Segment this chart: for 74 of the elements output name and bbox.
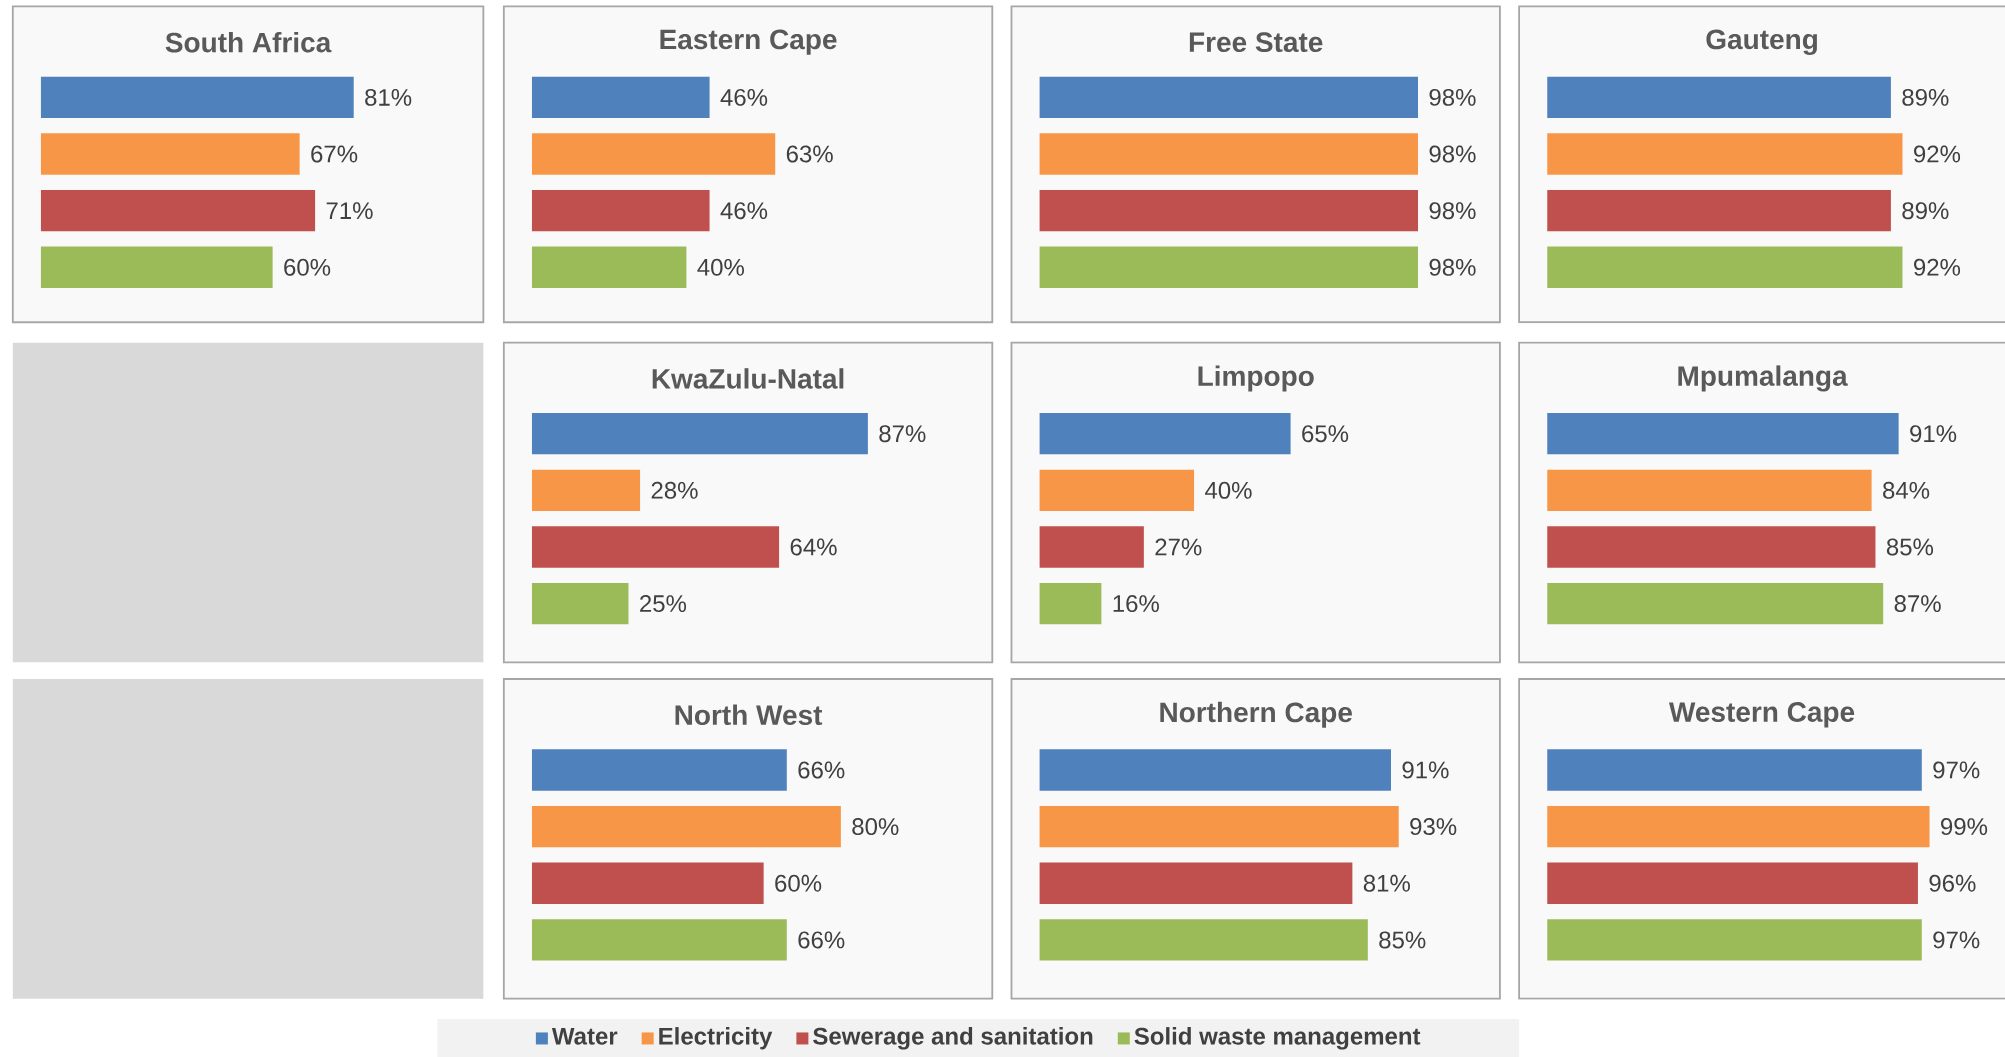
bar: [40, 133, 300, 175]
data-label: 91%: [1910, 424, 1957, 442]
chart-title: Western Cape: [1668, 701, 1855, 728]
data-label: 87%: [879, 424, 926, 442]
chart-title: KwaZulu-Natal: [652, 367, 844, 389]
bar: [531, 526, 780, 568]
bar: [1039, 749, 1391, 791]
data-label: 46%: [720, 201, 768, 219]
chart-title: Eastern Cape: [660, 29, 837, 55]
bar: [531, 582, 629, 625]
data-label: 71%: [326, 202, 373, 219]
chart-title: Limpopo: [1198, 365, 1314, 392]
bar: [40, 246, 273, 288]
data-label: 91%: [1402, 761, 1449, 779]
data-label: 92%: [1914, 145, 1961, 163]
data-label: 98%: [1429, 145, 1476, 163]
data-label: 66%: [798, 761, 845, 779]
bar: [1039, 918, 1368, 961]
data-label: 60%: [775, 874, 822, 892]
data-label: 98%: [1429, 88, 1476, 106]
data-label: 98%: [1429, 258, 1476, 276]
data-label: 87%: [1894, 594, 1941, 612]
chart-title: Northern Cape: [1160, 701, 1352, 728]
data-label: 27%: [1155, 538, 1202, 556]
data-label: 25%: [640, 594, 687, 612]
data-label: 85%: [1379, 931, 1426, 949]
legend-label: Electricity: [659, 1026, 773, 1050]
bar: [1547, 582, 1884, 625]
data-label: 46%: [720, 88, 768, 106]
data-label: 93%: [1410, 817, 1457, 835]
chart-title: Free State: [1189, 32, 1323, 52]
legend-label: Water: [551, 1027, 618, 1045]
data-label: 28%: [651, 481, 698, 499]
data-label: 97%: [1933, 761, 1980, 779]
data-label: 92%: [1914, 258, 1961, 276]
data-label: 64%: [790, 538, 837, 556]
chart-title: Gauteng: [1706, 29, 1817, 55]
bar: [40, 189, 316, 232]
data-label: 81%: [1363, 874, 1410, 892]
data-label: 60%: [284, 258, 331, 276]
bar: [531, 412, 868, 455]
data-label: 40%: [697, 258, 744, 276]
chart-title: Mpumalanga: [1678, 365, 1848, 392]
data-label: 96%: [1929, 874, 1976, 892]
bar: [1039, 412, 1291, 455]
data-label: 99%: [1941, 817, 1988, 835]
bar: [1039, 526, 1144, 568]
bar: [1547, 526, 1876, 568]
bar: [1039, 862, 1353, 904]
data-label: 89%: [1902, 88, 1949, 106]
data-label: 16%: [1113, 594, 1159, 612]
data-label: 85%: [1886, 538, 1934, 556]
bar: [1547, 412, 1899, 455]
data-label: 40%: [1205, 481, 1252, 499]
chart-title: North West: [675, 704, 823, 725]
data-label: 81%: [365, 88, 412, 106]
bar: [1039, 805, 1399, 848]
data-label: 80%: [852, 817, 899, 835]
bar: [531, 469, 641, 511]
data-label: 97%: [1933, 931, 1980, 949]
chart-title: South Africa: [165, 31, 332, 53]
legend-label: Solid waste management: [1134, 1026, 1421, 1050]
data-label: 84%: [1883, 481, 1930, 499]
data-label: 98%: [1429, 201, 1476, 219]
data-label: 66%: [798, 931, 845, 949]
data-label: 63%: [786, 145, 833, 163]
bar: [1039, 582, 1102, 625]
data-label: 65%: [1302, 424, 1349, 442]
bar: [40, 76, 354, 118]
data-label: 67%: [311, 145, 358, 163]
bar: [1039, 469, 1195, 511]
bar: [1547, 469, 1872, 511]
legend-label: Sewerage and sanitation: [813, 1026, 1093, 1050]
data-label: 89%: [1902, 201, 1949, 219]
